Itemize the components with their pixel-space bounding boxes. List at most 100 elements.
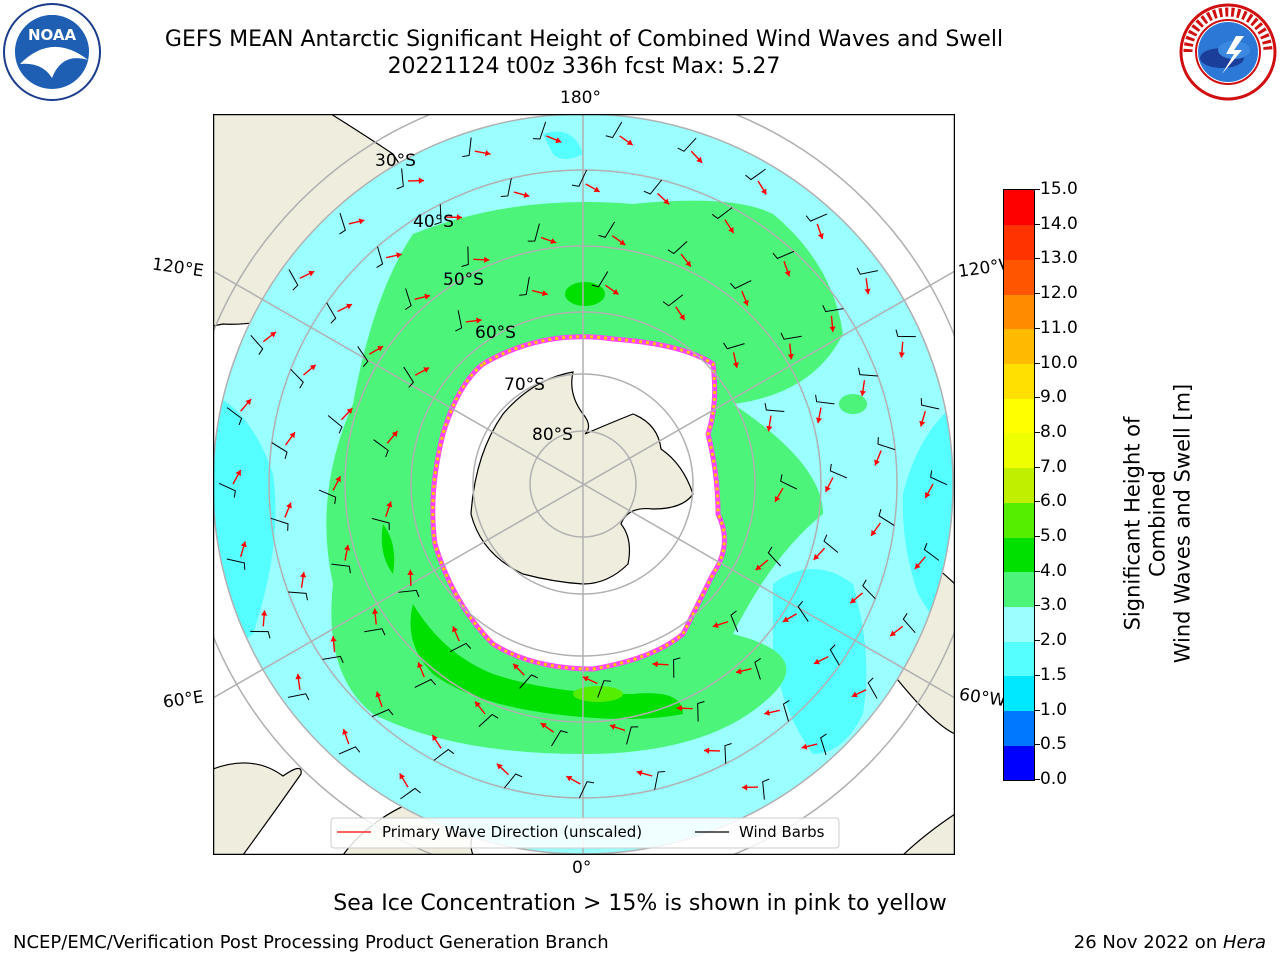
colorbar-title-line2: Wind Waves and Swell [m] (1170, 383, 1195, 664)
colorbar-tick-mark (1034, 431, 1040, 433)
wave-arrow-head (377, 346, 384, 352)
wave-arrow-head (358, 218, 365, 225)
wind-barb (326, 302, 337, 324)
wind-barb (591, 271, 609, 288)
colorbar-tick-label: 1.0 (1040, 699, 1068, 720)
wind-barb (271, 442, 288, 460)
wind-barb (780, 474, 798, 490)
wave-arrow-head (245, 399, 252, 406)
wave-arrow-head (735, 668, 742, 675)
wave-arrow-head (513, 663, 519, 670)
wind-barbs (218, 121, 948, 800)
wave-arrow-head (335, 476, 341, 483)
wave-arrow-head (685, 260, 691, 267)
wave-arrow-head (871, 529, 877, 536)
colorbar-tick-mark (1034, 362, 1040, 364)
wave-arrow-head (346, 303, 353, 310)
lat-label-30s: 30°S (375, 151, 416, 171)
wave-arrow-head (300, 571, 307, 578)
sea-ice-note: Sea Ice Concentration > 15% is shown in … (333, 891, 947, 916)
colorbar-tick-label: 13.0 (1040, 248, 1078, 269)
wave-arrow-head (813, 554, 820, 560)
colorbar-tick-label: 2.0 (1040, 630, 1068, 651)
wave-arrow-head (289, 432, 295, 439)
colorbar-segment (1004, 467, 1034, 503)
colorbar-tick-label: 7.0 (1040, 456, 1068, 477)
wind-barb (376, 246, 384, 269)
colorbar-tick-mark (1034, 779, 1040, 780)
host-text: Hera (1222, 932, 1266, 953)
wave-arrow-head (407, 569, 414, 576)
wave-arrow-head (761, 188, 767, 195)
colorbar-tick-mark (1034, 189, 1040, 190)
wave-arrow-head (270, 331, 276, 338)
wave-arrow-head (417, 662, 423, 669)
wave-arrow-head (391, 431, 398, 437)
wind-barb (327, 415, 343, 434)
colorbar-tick-label: 15.0 (1040, 179, 1078, 199)
colorbar-segment (1004, 710, 1034, 746)
colorbar-title: Significant Height of Combined Wind Wave… (1121, 374, 1196, 674)
wind-barb (805, 213, 828, 222)
colorbar-tick-mark (1034, 640, 1040, 642)
colorbar-segment (1004, 363, 1034, 399)
wind-barb (730, 280, 752, 290)
lat-label-80s: 80°S (532, 425, 573, 445)
lat-label-40s: 40°S (413, 212, 454, 232)
wind-barb (878, 508, 895, 526)
wind-barb (923, 542, 940, 561)
lon-label-60e: 60°E (161, 687, 206, 713)
colorbar-tick-mark (1034, 258, 1040, 260)
wave-arrow-head (396, 252, 402, 259)
wave-arrow-head (801, 743, 808, 750)
wind-barb (667, 241, 688, 255)
wave-arrow-head (764, 709, 770, 716)
wind-barb (288, 591, 308, 601)
colorbar-segment (1004, 675, 1034, 712)
wind-barb (823, 534, 839, 553)
chart-subtitle: 20221124 t00z 336h fcst Max: 5.27 (387, 54, 781, 79)
lat-label-50s: 50°S (443, 270, 484, 290)
wave-arrow-head (890, 630, 896, 637)
wave-arrow-head (295, 673, 302, 680)
wind-barb (780, 332, 802, 340)
wind-barb (339, 212, 346, 235)
wind-barb (697, 701, 705, 722)
wave-arrow-head (859, 390, 866, 397)
wind-barb (449, 642, 472, 653)
wave-arrow-head (817, 233, 824, 239)
wave-arrow-head (774, 495, 781, 502)
wave-arrow-head (346, 408, 353, 414)
colorbar-tick-mark (1034, 744, 1040, 746)
colorbar-tick-label: 9.0 (1040, 387, 1068, 408)
colorbar-tick-label: 14.0 (1040, 213, 1078, 234)
wind-barb (364, 628, 386, 636)
colorbar-tick-mark (1034, 570, 1040, 572)
colorbar-tick-label: 6.0 (1040, 491, 1068, 512)
colorbar-segment (1004, 571, 1034, 607)
colorbar-tick-label: 0.0 (1040, 769, 1068, 789)
wave-arrow-head (484, 150, 491, 157)
wind-barb (250, 630, 271, 639)
wind-barb (724, 743, 732, 764)
colorbar-segment (1004, 294, 1034, 330)
wind-barb (371, 708, 394, 718)
wind-barb (578, 781, 595, 799)
wind-barb (288, 693, 310, 701)
wave-arrow-head (784, 270, 791, 277)
colorbar-tick-mark (1034, 709, 1040, 711)
wave-arrow-head (484, 256, 490, 263)
wind-barb (373, 439, 389, 458)
nws-logo (1179, 3, 1277, 101)
wave-arrow-head (676, 705, 682, 712)
colorbar-tick-mark (1034, 605, 1040, 607)
wind-barb (858, 367, 878, 377)
wind-barb (455, 310, 463, 332)
wind-barb (902, 613, 916, 634)
wave-arrow-head (825, 485, 831, 492)
colorbar-tick-label: 10.0 (1040, 352, 1078, 373)
wave-arrow-head (386, 501, 393, 508)
wind-barb (371, 517, 390, 531)
wind-barb (551, 730, 568, 747)
wind-barb (772, 250, 795, 260)
